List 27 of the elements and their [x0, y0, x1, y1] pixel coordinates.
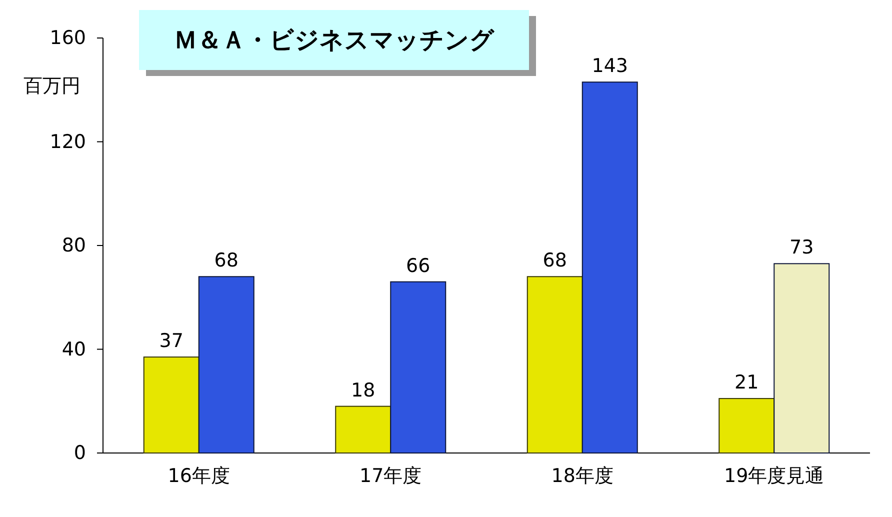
y-tick-label: 160	[50, 27, 86, 50]
x-tick-label: 18年度	[551, 465, 614, 487]
data-label: 66	[406, 254, 430, 277]
data-label: 21	[734, 372, 759, 394]
y-tick-label: 80	[62, 234, 86, 257]
bar	[390, 281, 446, 454]
x-tick-label: 19年度見通	[724, 465, 824, 487]
data-label: 68	[214, 250, 238, 272]
y-axis-title: 百万円	[24, 75, 80, 97]
y-tick-label: 120	[50, 130, 86, 153]
bar	[335, 406, 392, 454]
bar	[143, 356, 200, 454]
chart-title: Ｍ＆Ａ・ビジネスマッチング	[174, 26, 496, 54]
data-label: 68	[542, 250, 567, 272]
y-tick-label: 40	[62, 338, 86, 360]
x-tick-label: 17年度	[360, 465, 422, 487]
x-tick-label: 16年度	[168, 465, 230, 487]
data-label: 143	[592, 55, 628, 78]
bar	[774, 263, 830, 454]
data-label: 37	[159, 330, 184, 352]
bar	[582, 82, 638, 454]
data-label: 73	[790, 236, 814, 259]
y-tick-label: 0	[74, 442, 86, 464]
data-label: 18	[351, 379, 376, 402]
bar	[718, 398, 775, 454]
bar	[526, 276, 583, 454]
bar	[198, 276, 254, 454]
